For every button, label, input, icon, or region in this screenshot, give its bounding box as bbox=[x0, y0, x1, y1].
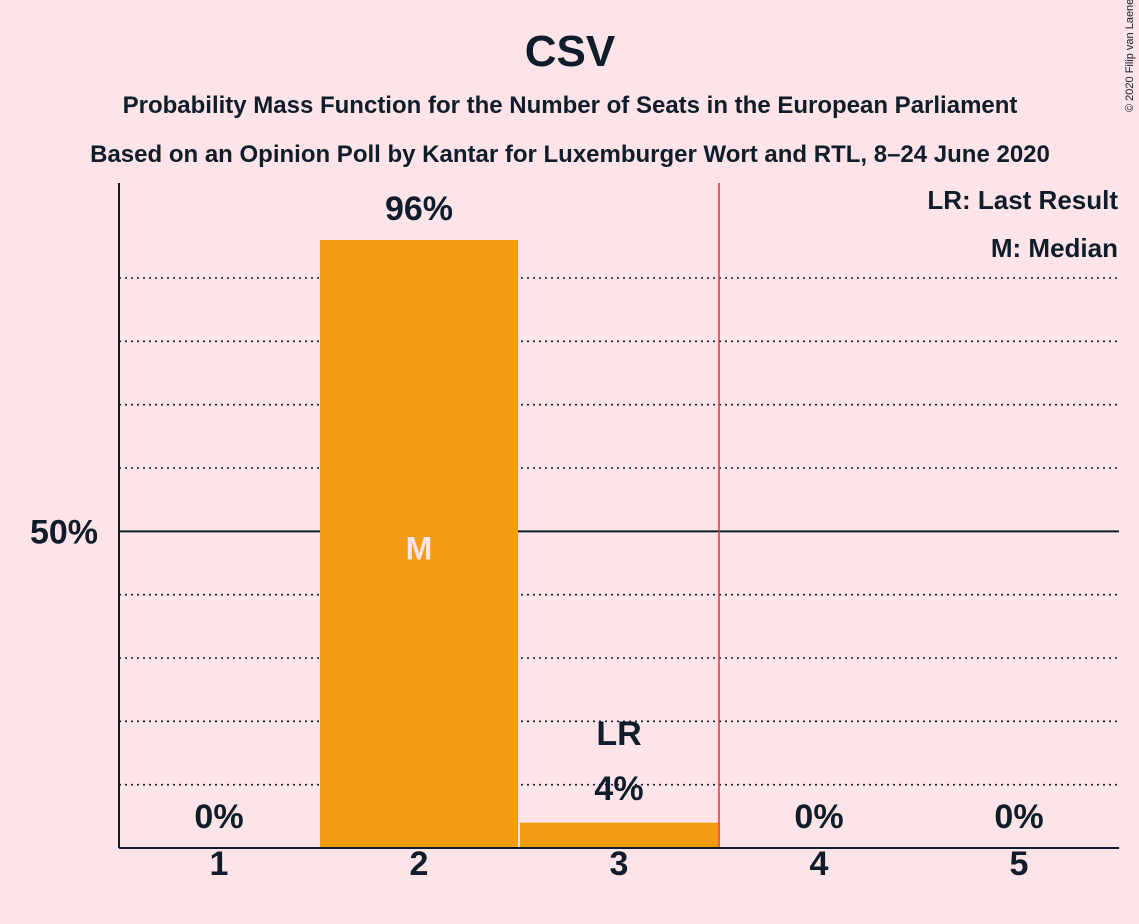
value-label-seat-4: 0% bbox=[794, 798, 843, 836]
legend-median: M: Median bbox=[991, 233, 1118, 263]
y-tick-label-50: 50% bbox=[30, 513, 98, 551]
chart-title: CSV bbox=[525, 27, 616, 76]
chart-subtitle-2: Based on an Opinion Poll by Kantar for L… bbox=[90, 141, 1050, 168]
legend-last-result: LR: Last Result bbox=[927, 185, 1118, 215]
value-label-seat-1: 0% bbox=[194, 798, 243, 836]
bars bbox=[320, 240, 718, 848]
labels: 50%10%296%34%40%50%MLR bbox=[30, 190, 1044, 883]
bar-seat-3 bbox=[520, 822, 718, 848]
gridlines bbox=[119, 277, 1119, 786]
x-tick-label-4: 4 bbox=[810, 845, 829, 883]
overlay bbox=[118, 183, 1119, 849]
value-label-seat-2: 96% bbox=[385, 190, 453, 228]
x-tick-label-1: 1 bbox=[210, 845, 229, 883]
copyright-note: © 2020 Filip van Laenen bbox=[1124, 0, 1136, 112]
bar-seat-2 bbox=[320, 240, 518, 848]
median-marker: M bbox=[406, 530, 433, 566]
x-tick-label-3: 3 bbox=[610, 845, 629, 883]
chart-subtitle-1: Probability Mass Function for the Number… bbox=[123, 92, 1018, 119]
value-label-seat-3: 4% bbox=[594, 770, 643, 808]
x-tick-label-5: 5 bbox=[1010, 845, 1029, 883]
value-label-seat-5: 0% bbox=[994, 798, 1043, 836]
x-tick-label-2: 2 bbox=[410, 845, 429, 883]
last-result-marker: LR bbox=[596, 715, 641, 753]
